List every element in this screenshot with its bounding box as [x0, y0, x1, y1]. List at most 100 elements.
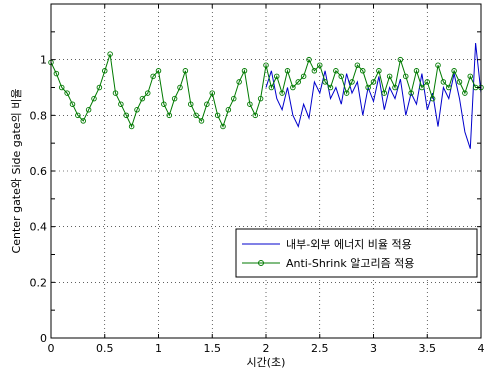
- series-point-1: [236, 79, 242, 85]
- x-axis-label: 시간(초): [247, 356, 286, 369]
- series-point-1: [230, 95, 237, 102]
- series-point-1: [69, 101, 76, 107]
- x-tick-label: 1: [155, 342, 162, 355]
- series-point-1: [144, 90, 151, 96]
- legend-label-energy-ratio: 내부-외부 에너지 비율 적용: [286, 238, 412, 251]
- y-axis-label: Center gate와 Side gate의 비율: [10, 89, 23, 254]
- series-point-1: [322, 79, 328, 85]
- series-point-1: [80, 118, 86, 124]
- series-point-1: [166, 112, 172, 119]
- y-tick-label: 0: [40, 332, 47, 345]
- series-point-1: [333, 68, 339, 74]
- series-point-1: [241, 68, 248, 74]
- series-point-1: [327, 84, 334, 91]
- legend: 내부-외부 에너지 비율 적용 Anti-Shrink 알고리즘 적용: [235, 228, 478, 278]
- legend-box: [235, 228, 478, 278]
- x-tick-label: 0: [48, 342, 55, 355]
- series-point-1: [290, 84, 296, 91]
- series-point-1: [204, 101, 210, 107]
- x-tick-label: 1.5: [204, 342, 222, 355]
- series-point-1: [274, 73, 280, 80]
- x-tick-label: 2.5: [311, 342, 329, 355]
- series-point-1: [300, 73, 307, 80]
- x-tick-label: 0.5: [96, 342, 114, 355]
- x-tick-label: 2: [263, 342, 270, 355]
- series-point-1: [161, 101, 167, 107]
- series-point-1: [257, 95, 264, 102]
- legend-marker-green: [258, 260, 264, 266]
- series-point-1: [59, 84, 65, 91]
- series-point-1: [284, 68, 291, 74]
- series-point-1: [403, 73, 409, 80]
- series-point-1: [381, 90, 388, 96]
- series-point-1: [155, 68, 162, 74]
- series-point-1: [252, 112, 258, 119]
- y-tick-label: 0.6: [30, 165, 48, 178]
- series-point-1: [360, 68, 366, 74]
- ticks: 0 0.5 1 1.5 2 2.5 3 3.5 4 0 0.2 0.4 0.6 0.8 1: [30, 4, 485, 355]
- series-point-1: [193, 112, 199, 119]
- series-point-1: [386, 73, 393, 80]
- y-tick-label: 0.2: [30, 276, 48, 289]
- series-point-1: [214, 112, 221, 119]
- series-point-1: [134, 107, 140, 113]
- series-point-1: [408, 90, 414, 96]
- series-point-1: [429, 95, 436, 102]
- series-point-1: [85, 107, 92, 113]
- series-point-1: [467, 73, 474, 80]
- series-point-1: [53, 70, 60, 77]
- x-tick-label: 3.5: [419, 342, 437, 355]
- series-point-1: [306, 56, 312, 63]
- series-point-1: [397, 56, 404, 63]
- series-point-1: [171, 95, 178, 102]
- series-point-1: [311, 68, 318, 74]
- series-point-1: [424, 79, 431, 85]
- series-point-1: [118, 101, 124, 107]
- series-point-1: [150, 73, 156, 80]
- series-point-1: [177, 84, 183, 91]
- series-point-1: [263, 62, 269, 68]
- series-point-1: [456, 79, 463, 85]
- series-point-1: [349, 79, 355, 85]
- series-point-1: [413, 68, 420, 74]
- series-point-1: [392, 84, 398, 91]
- series-point-1: [419, 84, 425, 91]
- series-point-1: [107, 51, 113, 57]
- series-point-1: [198, 118, 205, 124]
- series-point-1: [75, 112, 81, 119]
- series-point-1: [187, 101, 194, 107]
- series-layer: [48, 42, 484, 149]
- series-point-1: [365, 84, 371, 91]
- legend-label-anti-shrink: Anti-Shrink 알고리즘 적용: [286, 256, 414, 270]
- series-line-1: [50, 53, 481, 128]
- x-tick-label: 4: [478, 342, 485, 355]
- series-line-0: [265, 42, 482, 149]
- series-point-1: [225, 107, 232, 113]
- series-point-1: [64, 90, 70, 96]
- series-point-1: [209, 90, 215, 96]
- series-point-1: [354, 62, 361, 68]
- series-point-1: [370, 79, 377, 85]
- series-point-1: [462, 90, 468, 96]
- series-point-1: [317, 62, 323, 68]
- series-point-1: [96, 84, 103, 91]
- y-tick-label: 0.8: [30, 109, 48, 122]
- series-point-1: [279, 90, 285, 96]
- series-point-1: [451, 68, 457, 74]
- series-point-1: [338, 73, 345, 80]
- series-point-1: [295, 79, 302, 85]
- series-point-1: [91, 95, 97, 102]
- series-point-1: [247, 101, 253, 107]
- series-point-1: [268, 84, 275, 91]
- series-point-1: [139, 95, 146, 102]
- series-point-1: [123, 112, 129, 119]
- series-point-1: [128, 123, 135, 130]
- series-point-1: [112, 90, 119, 96]
- series-point-1: [343, 90, 350, 96]
- y-tick-label: 1: [40, 54, 47, 67]
- series-point-1: [440, 79, 447, 85]
- series-point-1: [220, 123, 226, 130]
- series-point-1: [435, 62, 441, 68]
